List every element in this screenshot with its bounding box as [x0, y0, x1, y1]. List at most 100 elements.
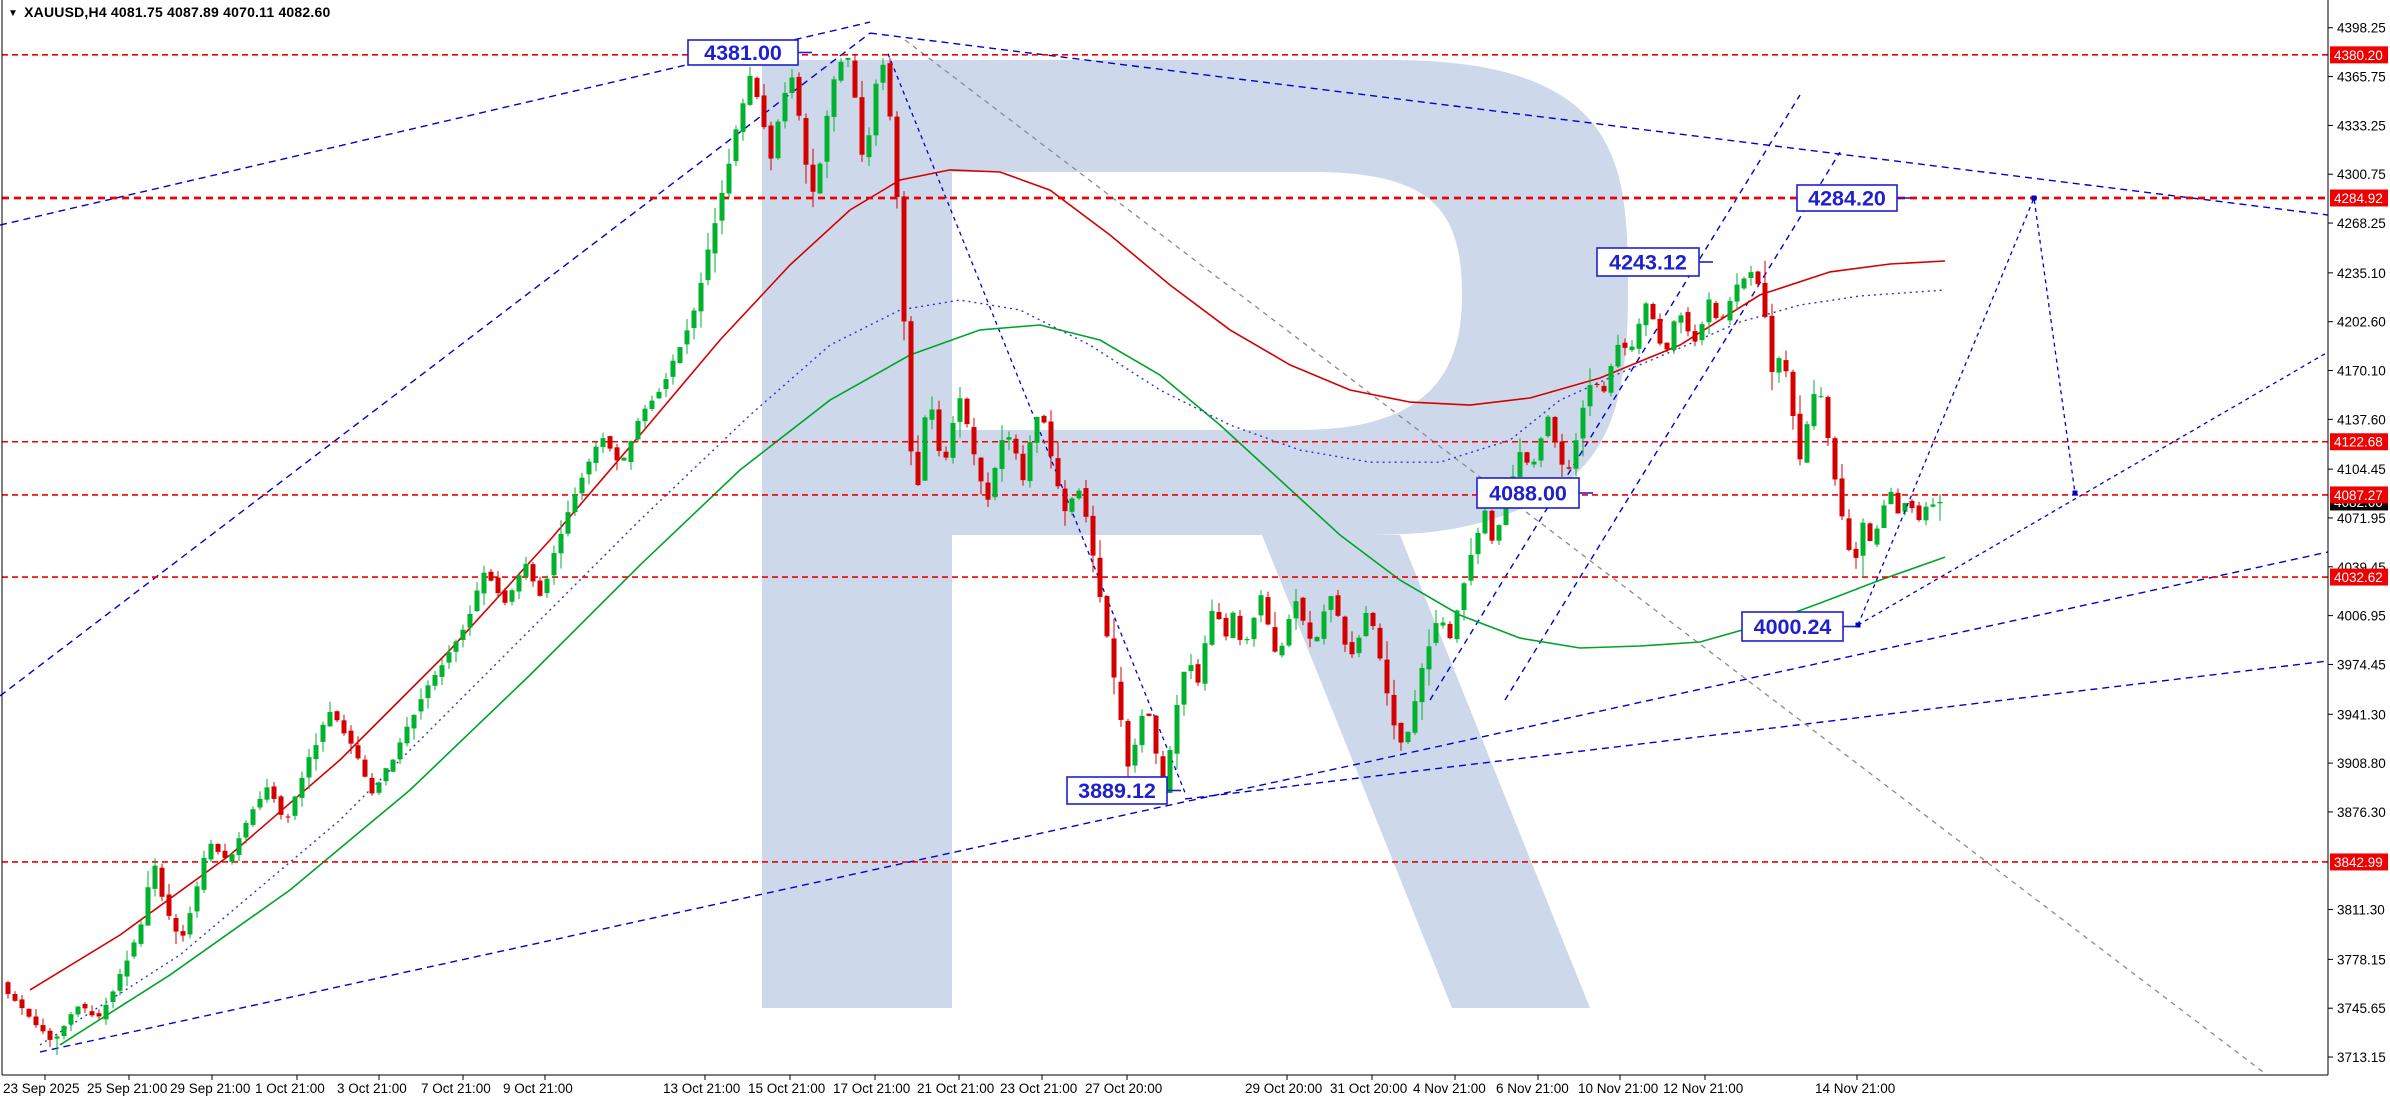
candle-body	[684, 330, 690, 345]
candle-body	[1923, 506, 1929, 521]
time-axis[interactable]: 23 Sep 2025 25 Sep 21:00 29 Sep 21:00 1 Oct…	[3, 1075, 1895, 1096]
candle-body	[166, 894, 172, 916]
candle-body	[887, 63, 893, 117]
candle-body	[264, 787, 270, 800]
price-tick-label: 4202.60	[2337, 315, 2386, 330]
time-tick-label: 13 Oct 21:00	[663, 1081, 740, 1096]
candle-body	[201, 857, 207, 890]
trendline-projection-ray[interactable]	[1857, 351, 2329, 626]
candle-body	[838, 61, 844, 81]
candle-body	[698, 282, 704, 312]
time-tick-label: 12 Nov 21:00	[1663, 1081, 1743, 1096]
trendline-nov-rally-support-1[interactable]	[1429, 94, 1801, 701]
indicators-layer	[29, 169, 1946, 1046]
candle-body	[1433, 623, 1439, 643]
candle-body	[1874, 528, 1880, 545]
trendlines-layer[interactable]	[0, 21, 2329, 1076]
candle-body	[1832, 438, 1838, 480]
zigzag-vertex[interactable]	[2072, 490, 2078, 496]
candle-body	[229, 854, 235, 862]
annotation-4381.00[interactable]: 4381.00	[687, 39, 812, 66]
candle-body	[950, 422, 956, 458]
candle-body	[1167, 750, 1173, 794]
trendline-descending-resistance[interactable]	[869, 32, 2329, 216]
price-axis[interactable]: 4398.25 4365.75 4333.25 4300.75 4268.25 4235.…	[2328, 21, 2388, 1065]
ma-slow-red	[29, 169, 1946, 991]
candle-body	[103, 1004, 109, 1020]
candle-body	[1482, 510, 1488, 534]
ma-slow-green	[59, 324, 1946, 1046]
candle-body	[1622, 342, 1628, 348]
trendline-nov-rally-support-2[interactable]	[1504, 151, 1841, 701]
candle-body	[1132, 744, 1138, 766]
svg-text:3842.99: 3842.99	[2334, 855, 2383, 870]
candle-body	[1321, 611, 1327, 639]
price-tick-label: 4398.25	[2337, 21, 2386, 36]
candle-body	[1251, 617, 1257, 640]
zigzag-vertex[interactable]	[2031, 195, 2037, 201]
candle-body	[985, 482, 991, 500]
candle-body	[796, 76, 802, 116]
ohlc-values: 4081.75 4087.89 4070.11 4082.60	[110, 4, 331, 20]
candle-body	[1195, 664, 1201, 683]
annotation-4243.12[interactable]: 4243.12	[1596, 247, 1713, 277]
projection-zigzag[interactable]	[1855, 195, 2078, 628]
candle-body	[1265, 597, 1271, 625]
zigzag-line[interactable]	[1857, 195, 2076, 626]
annotation-box[interactable]	[1476, 477, 1580, 509]
annotation-box[interactable]	[1796, 184, 1898, 212]
candle-body	[124, 960, 130, 977]
price-tick-label: 3908.80	[2337, 756, 2386, 771]
candle-body	[1090, 515, 1096, 556]
svg-text:4284.92: 4284.92	[2334, 191, 2383, 206]
annotation-price-text: 4381.00	[704, 41, 782, 65]
candle-body	[936, 409, 942, 451]
svg-text:4087.27: 4087.27	[2334, 488, 2383, 503]
candle-body	[1587, 385, 1593, 407]
candle-body	[1258, 595, 1264, 616]
trendline-uptrend-to-peak[interactable]	[0, 32, 871, 697]
zigzag-vertex[interactable]	[1855, 622, 1861, 628]
annotation-box[interactable]	[1596, 247, 1700, 277]
candle-body	[68, 1014, 74, 1025]
svg-text:4380.20: 4380.20	[2334, 48, 2383, 63]
candle-body	[1727, 300, 1733, 321]
candle-body	[208, 843, 214, 860]
candle-body	[1825, 396, 1831, 439]
candle-body	[705, 249, 711, 280]
candle-body	[82, 1003, 88, 1009]
candle-body	[600, 438, 606, 448]
candle-body	[1573, 440, 1579, 469]
candle-body	[1307, 622, 1313, 639]
candle-body	[1412, 701, 1418, 733]
candle-body	[425, 685, 431, 699]
candle-body	[75, 1006, 81, 1015]
time-tick-label: 6 Nov 21:00	[1496, 1081, 1569, 1096]
candle-body	[327, 712, 333, 727]
trendline-long-support[interactable]	[39, 551, 2329, 1053]
candle-body	[96, 1013, 102, 1017]
annotation-box[interactable]	[1066, 776, 1168, 805]
collapse-chart-icon[interactable]: ▼	[8, 8, 19, 19]
support-resistance-levels[interactable]	[2, 54, 2328, 863]
candle-body	[740, 103, 746, 133]
level-price-tag-4284.92: 4284.92	[2330, 189, 2388, 207]
price-annotations[interactable]: 4381.00 4284.20 4243.12 4088.00 4000.24 3889.…	[687, 39, 1911, 805]
annotation-4284.20[interactable]: 4284.20	[1796, 184, 1911, 212]
candle-body	[1314, 637, 1320, 642]
annotation-3889.12[interactable]: 3889.12	[1066, 776, 1181, 805]
annotation-box[interactable]	[687, 39, 799, 66]
annotation-4088.00[interactable]: 4088.00	[1476, 477, 1593, 509]
candle-body	[1517, 452, 1523, 477]
price-tick-label: 4333.25	[2337, 118, 2386, 133]
annotation-box[interactable]	[1741, 611, 1844, 642]
candle-body	[376, 782, 382, 793]
candle-body	[1013, 438, 1019, 454]
candle-body	[1762, 282, 1768, 317]
annotation-4000.24[interactable]: 4000.24	[1741, 611, 1857, 642]
candle-body	[1496, 525, 1502, 541]
candles-layer[interactable]	[5, 53, 1943, 1055]
candle-body	[1594, 383, 1600, 385]
candle-body	[243, 822, 249, 838]
